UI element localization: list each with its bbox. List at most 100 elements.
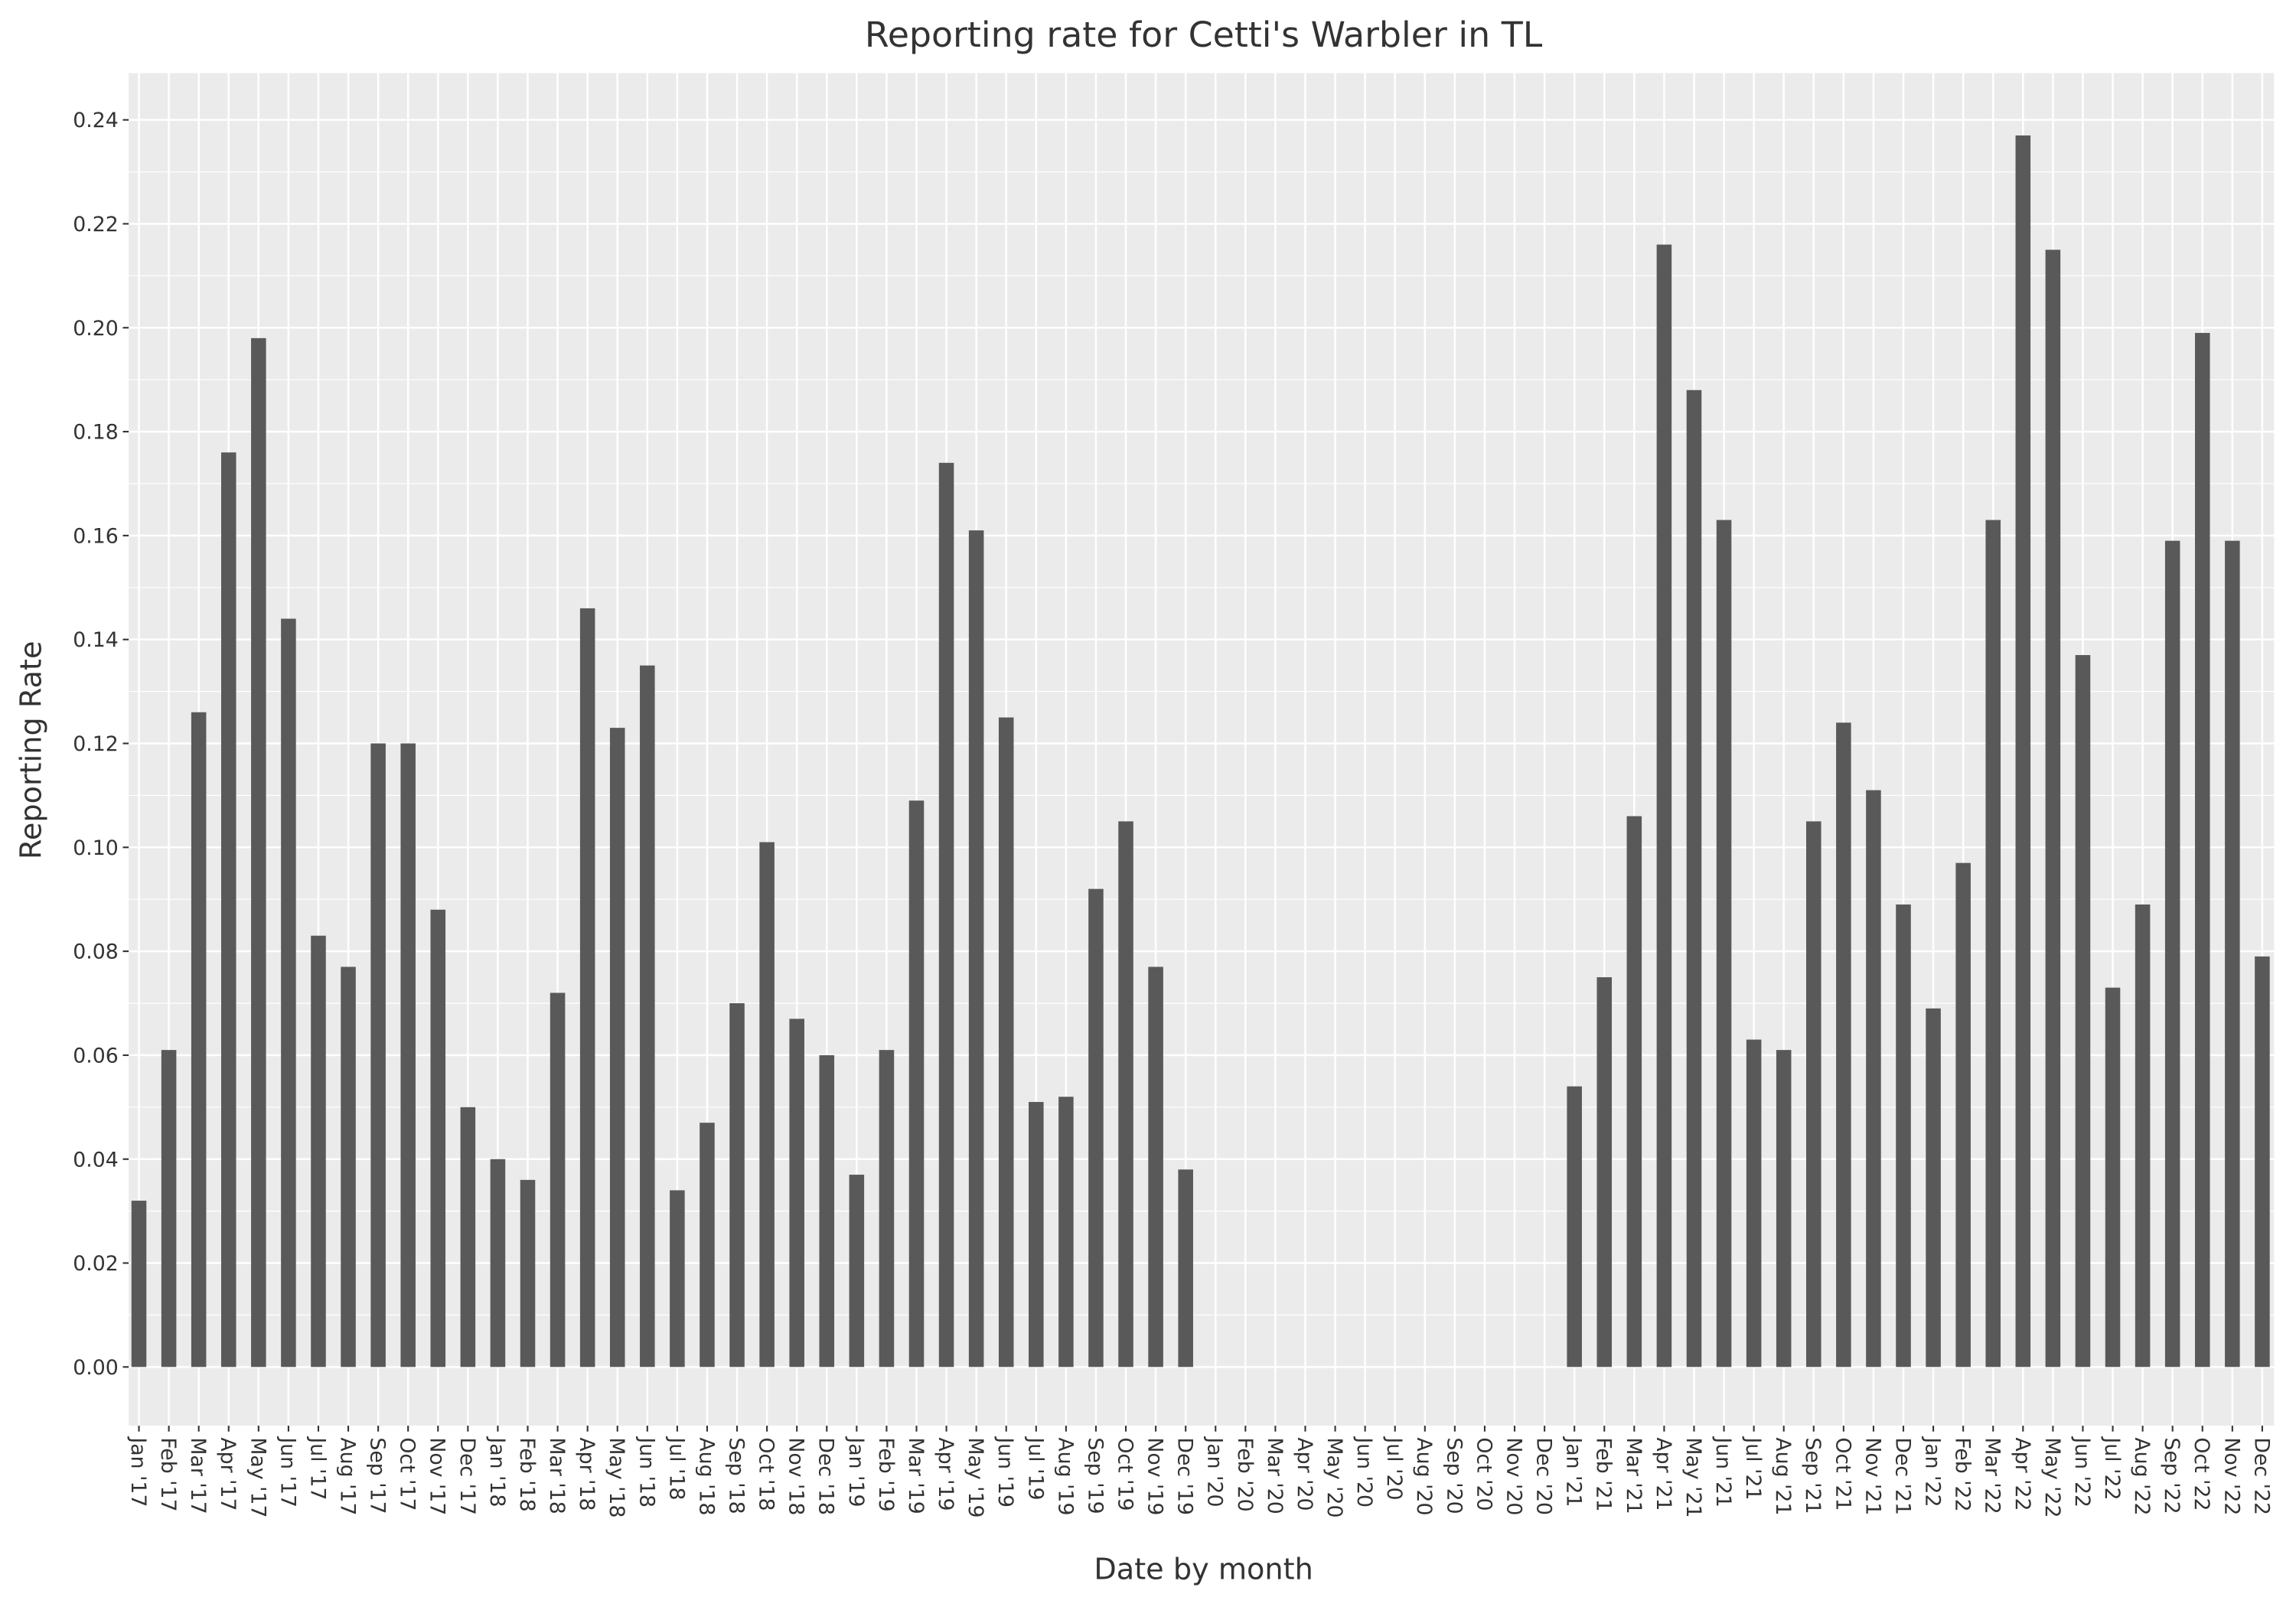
bar — [609, 728, 625, 1367]
x-tick-label: Mar '21 — [1622, 1437, 1645, 1514]
x-tick-label: Nov '21 — [1861, 1437, 1884, 1515]
bar — [2164, 540, 2180, 1367]
x-tick-label: Oct '19 — [1113, 1437, 1137, 1511]
bar — [968, 530, 984, 1367]
bar — [430, 909, 446, 1367]
x-tick-label: Jan '21 — [1562, 1436, 1586, 1507]
bar — [908, 800, 925, 1367]
bar — [759, 842, 775, 1367]
x-tick-label: Aug '22 — [2130, 1437, 2154, 1515]
bar — [191, 712, 207, 1367]
bar — [1776, 1050, 1792, 1367]
bar — [640, 665, 655, 1367]
x-tick-label: Oct '21 — [1831, 1437, 1854, 1511]
x-tick-label: Sep '20 — [1442, 1437, 1466, 1514]
bar — [879, 1050, 895, 1367]
x-tick-label: Jan '19 — [844, 1436, 868, 1507]
bar — [1926, 1008, 1941, 1367]
bar — [1836, 722, 1851, 1367]
x-tick-label: Dec '20 — [1532, 1437, 1556, 1515]
x-tick-label: Dec '19 — [1173, 1437, 1197, 1515]
bar — [2225, 540, 2240, 1367]
bar — [1866, 790, 1881, 1367]
bar — [251, 337, 266, 1367]
bar — [1148, 966, 1163, 1367]
x-tick-label: Apr '18 — [575, 1437, 598, 1511]
x-tick-label: Feb '22 — [1951, 1437, 1975, 1511]
x-tick-label: Sep '18 — [724, 1437, 748, 1514]
x-tick-label: Jun '17 — [276, 1436, 299, 1508]
x-tick-label: Feb '20 — [1233, 1437, 1257, 1511]
bar — [1058, 1097, 1074, 1367]
bar — [2105, 987, 2121, 1367]
x-tick-label: Jan '18 — [485, 1436, 509, 1507]
x-tick-label: Oct '22 — [2190, 1437, 2213, 1511]
bar — [1178, 1169, 1193, 1367]
x-tick-label: Jan '22 — [1921, 1436, 1945, 1507]
bar — [2255, 956, 2270, 1367]
x-tick-label: Apr '17 — [216, 1437, 240, 1511]
y-tick-label: 0.18 — [73, 421, 119, 445]
bar — [550, 993, 566, 1367]
x-tick-label: May '18 — [605, 1437, 628, 1517]
bar — [789, 1019, 804, 1367]
x-tick-label: Jun '21 — [1711, 1436, 1735, 1508]
x-tick-label: May '22 — [2040, 1437, 2064, 1517]
x-tick-label: Jul '17 — [305, 1436, 329, 1500]
bar — [281, 618, 296, 1367]
x-tick-label: Oct '18 — [755, 1437, 778, 1511]
x-tick-label: May '17 — [246, 1437, 269, 1517]
x-tick-label: Aug '20 — [1412, 1437, 1436, 1515]
x-tick-label: Jun '20 — [1352, 1436, 1376, 1508]
x-axis-title: Date by month — [1094, 1553, 1313, 1587]
bar — [938, 462, 954, 1367]
y-tick-label: 0.10 — [73, 836, 119, 860]
x-tick-label: May '21 — [1681, 1437, 1705, 1517]
bar — [311, 935, 326, 1367]
bar — [1746, 1039, 1762, 1367]
x-tick-label: Nov '22 — [2219, 1437, 2243, 1515]
x-tick-label: Aug '17 — [336, 1437, 360, 1515]
x-tick-label: Mar '18 — [545, 1437, 569, 1514]
bar — [220, 452, 236, 1367]
y-tick-label: 0.24 — [73, 109, 119, 132]
y-tick-label: 0.16 — [73, 524, 119, 548]
x-tick-label: Mar '22 — [1981, 1437, 2004, 1514]
bar — [579, 608, 595, 1367]
x-tick-label: Nov '20 — [1502, 1437, 1525, 1515]
x-tick-label: Sep '21 — [1801, 1437, 1825, 1514]
x-tick-label: Mar '19 — [904, 1437, 928, 1514]
chart-title: Reporting rate for Cetti's Warbler in TL — [865, 14, 1543, 55]
bar — [2015, 135, 2031, 1367]
x-tick-label: Jul '20 — [1382, 1436, 1406, 1500]
x-tick-label: Nov '17 — [426, 1437, 449, 1515]
x-tick-label: Feb '21 — [1592, 1437, 1616, 1511]
panel — [129, 73, 2275, 1426]
x-tick-label: Sep '17 — [366, 1437, 390, 1514]
bar — [1806, 821, 1821, 1367]
y-tick-label: 0.12 — [73, 732, 119, 756]
y-tick-label: 0.20 — [73, 317, 119, 341]
bar — [998, 717, 1014, 1367]
x-tick-label: Feb '19 — [874, 1437, 898, 1511]
x-tick-label: Feb '17 — [156, 1437, 180, 1511]
x-tick-label: Jun '19 — [993, 1436, 1017, 1508]
bar — [1118, 821, 1133, 1367]
x-tick-label: Nov '19 — [1143, 1437, 1167, 1515]
x-tick-label: Jan '20 — [1203, 1436, 1227, 1507]
x-tick-label: Jul '18 — [664, 1436, 688, 1500]
x-tick-label: Dec '17 — [455, 1437, 479, 1515]
bar — [2195, 333, 2210, 1367]
x-tick-label: Jun '18 — [634, 1436, 658, 1508]
bar — [1656, 244, 1672, 1367]
x-tick-label: Apr '19 — [934, 1437, 957, 1511]
bar — [700, 1123, 715, 1367]
bar — [1596, 977, 1613, 1367]
x-tick-label: Apr '22 — [2011, 1437, 2034, 1511]
y-tick-label: 0.04 — [73, 1148, 119, 1172]
x-tick-label: Dec '21 — [1890, 1437, 1914, 1515]
x-tick-label: Dec '18 — [814, 1437, 838, 1515]
bar — [1955, 862, 1971, 1367]
bar — [2075, 655, 2091, 1367]
x-tick-label: Mar '20 — [1263, 1437, 1287, 1514]
